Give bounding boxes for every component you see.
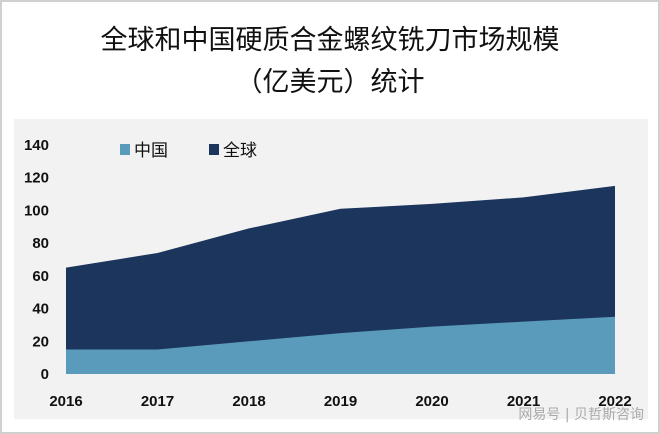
- y-tick-label: 140: [24, 137, 49, 154]
- legend-label: 中国: [134, 141, 168, 161]
- y-tick-label: 40: [32, 301, 49, 318]
- legend-swatch: [120, 144, 130, 155]
- x-tick-label: 2019: [324, 393, 357, 410]
- y-tick-label: 100: [24, 202, 49, 219]
- y-tick-label: 0: [41, 366, 49, 383]
- x-tick-label: 2016: [49, 393, 82, 410]
- y-tick-label: 120: [24, 170, 49, 187]
- x-tick-label: 2017: [141, 393, 174, 410]
- legend-swatch: [209, 144, 219, 155]
- legend-label: 全球: [223, 141, 257, 161]
- y-tick-label: 60: [32, 268, 49, 285]
- area-china: [66, 316, 615, 374]
- y-tick-label: 80: [32, 235, 49, 252]
- y-tick-label: 20: [32, 333, 49, 350]
- x-tick-label: 2018: [232, 393, 265, 410]
- watermark: 网易号 | 贝哲斯咨询: [518, 407, 644, 423]
- x-tick-label: 2021: [507, 393, 540, 410]
- x-tick-label: 2022: [598, 393, 631, 410]
- title-line-2: （亿美元）统计: [235, 67, 425, 98]
- chart-title: 全球和中国硬质合金螺纹铣刀市场规模 （亿美元）统计: [2, 20, 658, 104]
- title-line-1: 全球和中国硬质合金螺纹铣刀市场规模: [100, 25, 560, 56]
- x-tick-label: 2020: [415, 393, 448, 410]
